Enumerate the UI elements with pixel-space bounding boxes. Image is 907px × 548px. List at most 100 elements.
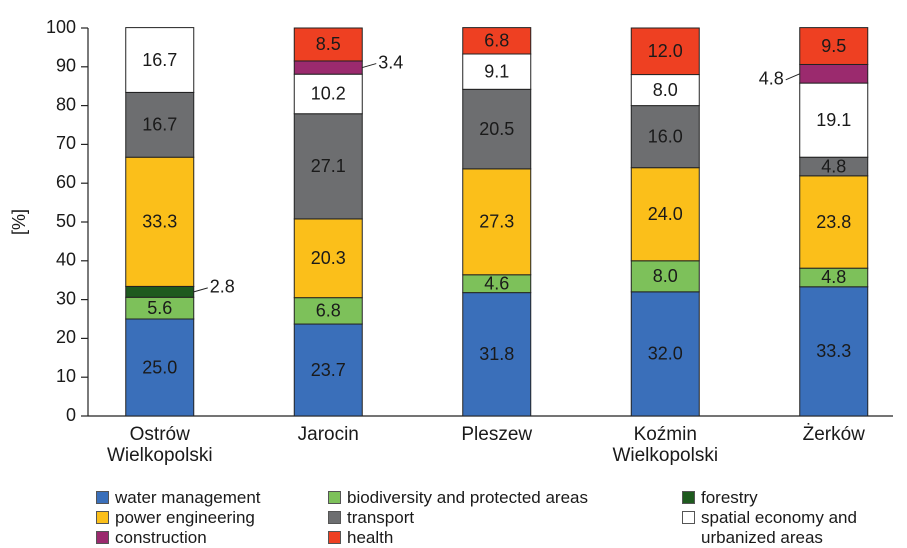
data-label: 8.5 [316,34,341,54]
leader-line [785,73,800,81]
y-tick-label: 50 [56,211,76,231]
legend-swatch [96,531,109,544]
x-tick-label: Koźmin Wielkopolski [612,424,719,466]
y-axis-label: [%] [9,209,29,235]
data-label: 8.0 [653,266,678,286]
legend-swatch [328,491,341,504]
bar-segment [125,91,195,158]
data-label: 3.4 [378,52,403,72]
legend-swatch [682,511,695,524]
data-label: 4.8 [759,69,784,89]
bar-segment [293,73,363,115]
y-tick-label: 30 [56,288,76,308]
data-label: 19.1 [816,110,851,130]
legend-swatch [328,531,341,544]
y-tick-label: 70 [56,133,76,153]
data-label: 16.7 [142,115,177,135]
legend-label: power engineering [115,508,255,527]
bar-segment [630,167,700,262]
bar-segment [799,286,869,417]
legend-swatch [328,511,341,524]
bar-segment [293,113,363,220]
bar-segment [125,27,195,93]
y-tick-label: 0 [66,405,76,425]
y-tick-label: 10 [56,366,76,386]
legend-item: spatial economy and urbanized areas [682,508,867,548]
bar-segment [462,53,532,90]
data-label: 4.8 [821,267,846,287]
legend-label: forestry [701,488,758,507]
leader-line [362,63,377,69]
bar-segment [125,318,195,417]
legend-swatch [96,511,109,524]
bar-segment [462,168,532,276]
bar-segment [293,297,363,325]
data-label: 20.3 [311,248,346,268]
bar-segment [799,175,869,269]
bar-segment [125,285,195,298]
legend-label: biodiversity and protected areas [347,488,588,507]
data-label: 33.3 [142,212,177,232]
bar-segment [462,292,532,417]
data-label: 2.8 [210,277,235,297]
data-label: 6.8 [316,301,341,321]
bar-segment [462,88,532,170]
data-label: 32.0 [648,344,683,364]
y-tick-label: 40 [56,250,76,270]
legend-item: forestry [682,488,867,508]
data-label: 27.3 [479,212,514,232]
data-label: 5.6 [147,298,172,318]
data-label: 10.2 [311,84,346,104]
data-label: 23.8 [816,212,851,232]
legend-label: construction [115,528,207,547]
data-label: 9.1 [484,61,509,81]
x-tick-label: Żerków [802,424,865,445]
legend-swatch [96,491,109,504]
legend-item: biodiversity and protected areas [328,488,588,508]
data-label: 16.7 [142,50,177,70]
legend-label: health [347,528,394,547]
bar-segment [799,27,869,65]
bar-segment [293,60,363,75]
data-label: 9.5 [821,36,846,56]
legend-item: construction [96,528,207,548]
legend-swatch [682,491,695,504]
y-tick-label: 60 [56,172,76,192]
data-label: 33.3 [816,341,851,361]
bar-segment [293,323,363,417]
legend-label: water management [115,488,261,507]
bar-segment [630,291,700,417]
chart: [%] 0 10 20 30 40 50 60 70 80 90 100 25.0 5.6 2.8 33.3… [9,17,893,425]
bar-segment [293,27,363,62]
bar-segment [799,82,869,158]
data-label: 12.0 [648,41,683,61]
y-tick-label: 90 [56,56,76,76]
data-label: 27.1 [311,156,346,176]
leader-line [193,287,208,293]
legend-item: health [328,528,393,548]
data-label: 8.0 [653,80,678,100]
legend-label: spatial economy and urbanized areas [701,508,857,547]
bar-segment [125,156,195,287]
x-tick-label: Pleszew [461,424,533,445]
x-tick-label: Jarocin [297,424,359,445]
data-label: 24.0 [648,204,683,224]
bar-segment [630,27,700,76]
data-label: 6.8 [484,31,509,51]
data-label: 4.8 [821,156,846,176]
bar-segment [462,27,532,55]
data-label: 31.8 [479,344,514,364]
data-label: 20.5 [479,119,514,139]
y-tick-label: 100 [46,17,76,37]
legend-item: transport [328,508,414,528]
data-label: 23.7 [311,360,346,380]
y-tick-label: 20 [56,327,76,347]
legend-item: power engineering [96,508,255,528]
bar-segment [799,63,869,84]
data-label: 16.0 [648,126,683,146]
data-label: 25.0 [142,357,177,377]
bar-segment [630,105,700,169]
y-tick-label: 80 [56,94,76,114]
x-tick-label: Ostrów Wielkopolski [106,424,213,466]
